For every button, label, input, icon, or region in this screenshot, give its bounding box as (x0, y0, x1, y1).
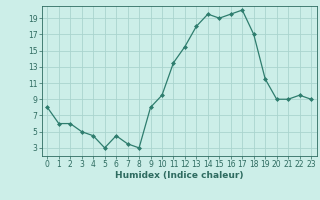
X-axis label: Humidex (Indice chaleur): Humidex (Indice chaleur) (115, 171, 244, 180)
